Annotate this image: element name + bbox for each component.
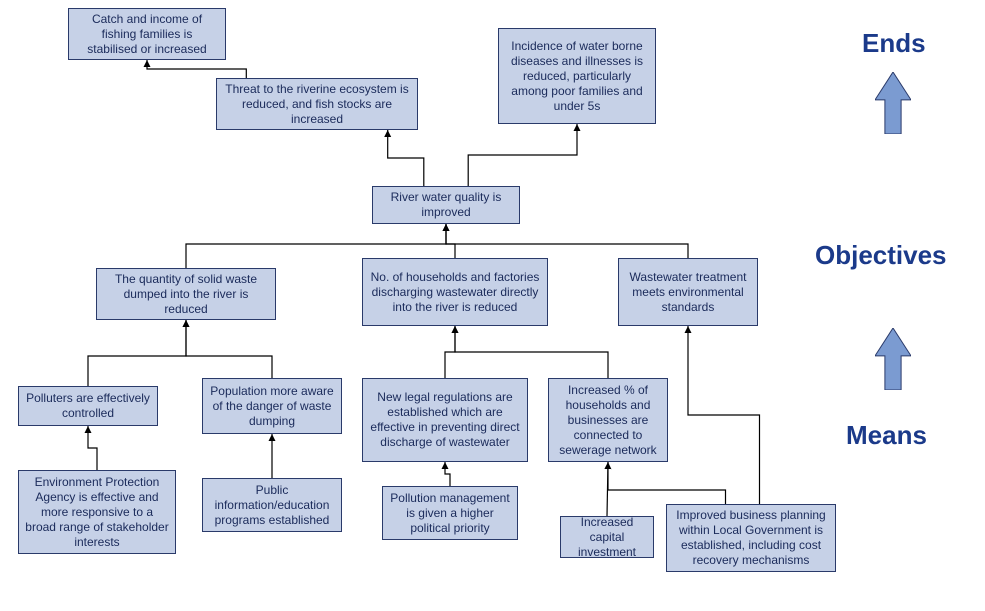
node-solid: The quantity of solid waste dumped into … [96, 268, 276, 320]
edge-threat-to-catch [147, 60, 246, 78]
up-arrow-icon [875, 72, 911, 134]
edge-legal-to-households [445, 326, 455, 378]
edge-aware-to-solid [186, 320, 272, 378]
node-epa: Environment Protection Agency is effecti… [18, 470, 176, 554]
up-arrow-icon [875, 328, 911, 390]
edge-quality-to-incidence [468, 124, 577, 186]
node-standards: Wastewater treatment meets environmental… [618, 258, 758, 326]
edge-priority-to-legal [445, 462, 450, 486]
node-aware: Population more aware of the danger of w… [202, 378, 342, 434]
node-quality: River water quality is improved [372, 186, 520, 224]
node-polluters: Polluters are effectively controlled [18, 386, 158, 426]
edge-polluters-to-solid [88, 320, 186, 386]
node-public: Public information/education programs es… [202, 478, 342, 532]
edge-planning-to-connected [608, 462, 726, 504]
node-incidence: Incidence of water borne diseases and il… [498, 28, 656, 124]
edge-quality-to-threat [388, 130, 424, 186]
node-connected: Increased % of households and businesses… [548, 378, 668, 462]
edge-capital-to-connected [607, 462, 608, 516]
edge-planning-to-standards [688, 326, 760, 504]
edge-households-to-quality [446, 224, 455, 258]
section-label-ends: Ends [862, 28, 926, 59]
node-legal: New legal regulations are established wh… [362, 378, 528, 462]
edge-standards-to-quality [446, 224, 688, 258]
edge-connected-to-households [455, 326, 608, 378]
edge-epa-to-polluters [88, 426, 97, 470]
section-label-objectives: Objectives [815, 240, 947, 271]
node-households: No. of households and factories discharg… [362, 258, 548, 326]
node-catch: Catch and income of fishing families is … [68, 8, 226, 60]
node-capital: Increased capital investment [560, 516, 654, 558]
node-threat: Threat to the riverine ecosystem is redu… [216, 78, 418, 130]
node-planning: Improved business planning within Local … [666, 504, 836, 572]
node-priority: Pollution management is given a higher p… [382, 486, 518, 540]
section-label-means: Means [846, 420, 927, 451]
